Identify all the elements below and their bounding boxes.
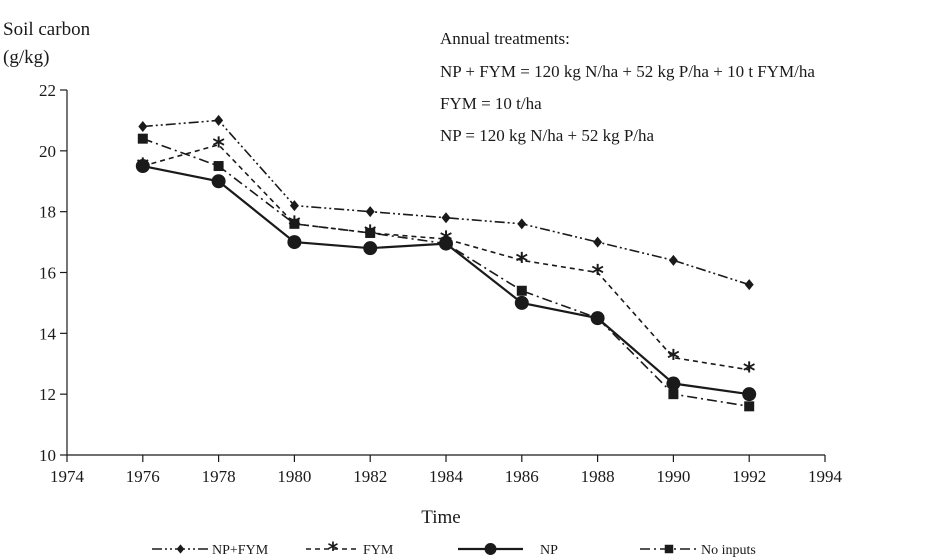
legend: NP+FYM * FYM NP No inputs bbox=[152, 538, 756, 557]
data-point-no-inputs bbox=[516, 285, 527, 296]
annotation-line-np-fym: NP + FYM = 120 kg N/ha + 52 kg P/ha + 10… bbox=[440, 62, 815, 81]
data-point-no-inputs bbox=[592, 313, 603, 324]
y-tick-label: 12 bbox=[39, 385, 56, 404]
data-point-np-fym bbox=[668, 254, 678, 266]
legend-item-np: NP bbox=[458, 543, 558, 557]
legend-marker-np-fym bbox=[176, 544, 185, 554]
data-point-np-fym bbox=[441, 212, 451, 224]
y-tick-label: 10 bbox=[39, 446, 56, 465]
x-tick-label: 1992 bbox=[732, 467, 766, 486]
x-tick-label: 1980 bbox=[277, 467, 311, 486]
annotation-line-fym: FYM = 10 t/ha bbox=[440, 94, 542, 113]
x-tick-label: 1982 bbox=[353, 467, 387, 486]
data-point-fym: * bbox=[516, 247, 529, 275]
x-tick-label: 1984 bbox=[429, 467, 464, 486]
data-point-np-fym bbox=[214, 114, 224, 126]
series-no-inputs bbox=[137, 133, 755, 412]
x-tick-label: 1976 bbox=[126, 467, 160, 486]
data-point-np bbox=[742, 387, 757, 402]
annotation-heading: Annual treatments: bbox=[440, 29, 570, 48]
data-point-no-inputs bbox=[137, 133, 148, 144]
data-point-np bbox=[363, 241, 378, 256]
x-tick-label: 1974 bbox=[50, 467, 85, 486]
y-tick-label: 18 bbox=[39, 203, 56, 222]
data-point-np bbox=[135, 159, 150, 174]
legend-label-no-inputs: No inputs bbox=[701, 543, 756, 557]
data-point-no-inputs bbox=[441, 238, 451, 249]
data-point-no-inputs bbox=[668, 389, 679, 400]
x-tick-label: 1986 bbox=[505, 467, 539, 486]
data-point-np bbox=[666, 376, 681, 391]
series-line-np-fym bbox=[142, 119, 750, 286]
data-point-fym: * bbox=[743, 357, 756, 385]
data-point-no-inputs bbox=[289, 218, 300, 229]
y-tick-label: 16 bbox=[39, 264, 56, 283]
series-np-fym bbox=[138, 114, 754, 291]
legend-item-no-inputs: No inputs bbox=[640, 543, 756, 557]
data-point-fym: * bbox=[212, 132, 225, 160]
series-layer: ********* bbox=[135, 114, 757, 412]
legend-item-fym: * FYM bbox=[306, 538, 394, 557]
data-point-fym: * bbox=[667, 345, 680, 373]
data-point-np bbox=[211, 174, 226, 189]
legend-marker-fym: * bbox=[328, 538, 339, 557]
data-point-no-inputs bbox=[365, 227, 376, 238]
legend-item-np-fym: NP+FYM bbox=[152, 543, 269, 557]
data-point-np bbox=[514, 295, 529, 310]
data-point-no-inputs bbox=[213, 161, 224, 172]
data-point-np-fym bbox=[138, 121, 148, 132]
y-tick-label: 20 bbox=[39, 142, 56, 161]
axes: 10 12 14 16 18 20 22 1974 1976 1978 1980 1982 1984 19… bbox=[39, 81, 843, 486]
x-axis-title: Time bbox=[421, 507, 460, 528]
data-point-np-fym bbox=[517, 218, 527, 230]
data-point-np-fym bbox=[744, 279, 754, 291]
data-point-np-fym bbox=[593, 236, 603, 248]
y-tick-label: 14 bbox=[39, 324, 57, 343]
legend-label-fym: FYM bbox=[363, 543, 394, 557]
y-axis-title-line2: (g/kg) bbox=[3, 47, 49, 68]
y-axis-title-line1: Soil carbon bbox=[3, 19, 91, 40]
data-point-fym: * bbox=[591, 260, 604, 288]
data-point-no-inputs bbox=[744, 401, 755, 412]
legend-marker-np bbox=[484, 543, 497, 555]
data-point-np bbox=[287, 235, 302, 250]
series-np bbox=[135, 159, 757, 402]
x-tick-label: 1994 bbox=[808, 467, 843, 486]
legend-marker-no-inputs bbox=[664, 544, 674, 554]
x-tick-label: 1990 bbox=[656, 467, 690, 486]
legend-label-np: NP bbox=[540, 543, 558, 557]
annotation-line-np: NP = 120 kg N/ha + 52 kg P/ha bbox=[440, 126, 654, 145]
x-tick-label: 1988 bbox=[581, 467, 615, 486]
legend-label-np-fym: NP+FYM bbox=[212, 543, 269, 557]
data-point-np-fym bbox=[289, 200, 299, 212]
series-line-no-inputs bbox=[142, 137, 750, 408]
series-line-np bbox=[142, 164, 750, 396]
data-point-np-fym bbox=[365, 206, 375, 218]
series-fym: ********* bbox=[137, 132, 756, 385]
x-tick-label: 1978 bbox=[202, 467, 236, 486]
y-tick-label: 22 bbox=[39, 81, 56, 100]
